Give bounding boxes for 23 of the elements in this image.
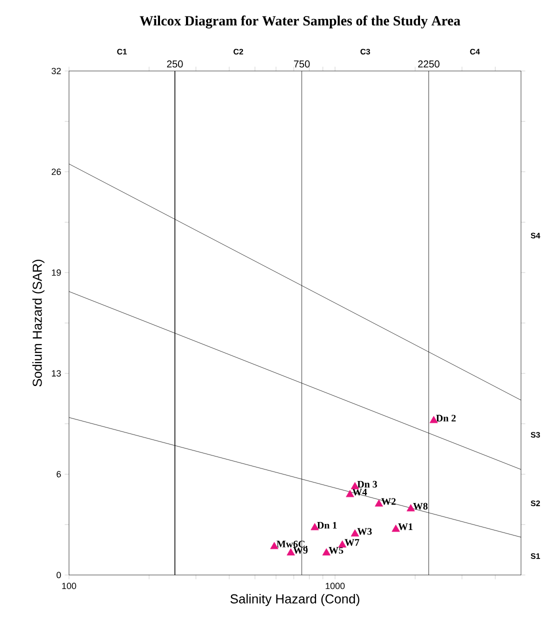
annotation: W5 <box>328 547 344 554</box>
y-tick-label: 26 <box>52 168 61 175</box>
annotation: W3 <box>357 528 372 535</box>
y-tick-label: 19 <box>52 269 61 276</box>
x-tick-label: 1000 <box>326 582 345 590</box>
chart-title: Wilcox Diagram for Water Samples of the Study Area <box>140 16 460 28</box>
ref-line-label: 750 <box>294 60 310 68</box>
y-tick-label: 13 <box>52 370 61 377</box>
y-tick-label: 6 <box>56 471 61 478</box>
annotation: Dn 1 <box>317 522 337 529</box>
annotation: W4 <box>352 488 367 496</box>
y-tick-label: 0 <box>56 572 61 578</box>
annotation: W1 <box>398 523 412 530</box>
y-tick-label: 32 <box>52 68 61 74</box>
x-axis-title: Salinity Hazard (Cond) <box>230 594 360 606</box>
ref-line-label: 250 <box>167 60 183 68</box>
annotation: Dn 2 <box>436 414 456 422</box>
y-axis-title: Sodium Hazard (SAR) <box>32 260 44 386</box>
annotation: W8 <box>413 502 428 510</box>
ref-line-label: 2250 <box>418 60 440 68</box>
annotation: Dn 3 <box>357 480 378 488</box>
annotation: W7 <box>344 539 360 546</box>
x-tick-label: 100 <box>62 582 76 590</box>
